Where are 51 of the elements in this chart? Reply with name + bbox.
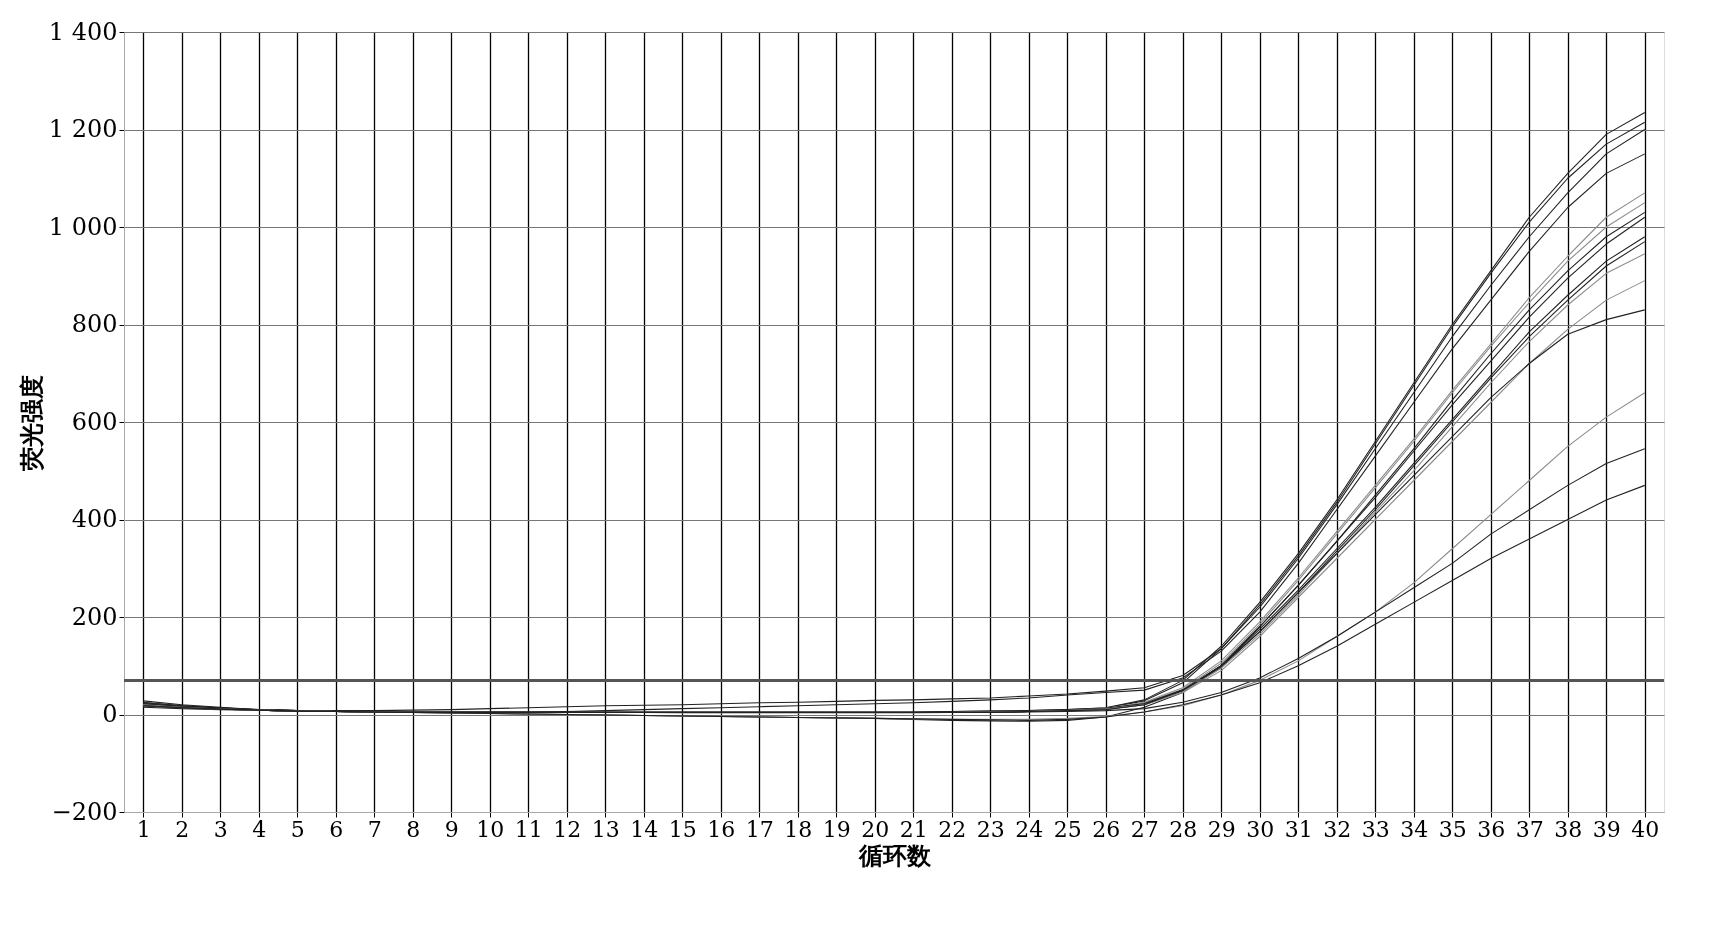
x-tick-label: 23 — [976, 816, 1005, 842]
x-tick-label: 5 — [290, 816, 305, 842]
x-tick-label: 29 — [1207, 816, 1236, 842]
y-tick-label: 600 — [71, 407, 118, 436]
x-tick-label: 28 — [1169, 816, 1198, 842]
y-tick-label: 400 — [71, 505, 118, 533]
x-tick-label: 19 — [822, 816, 851, 842]
x-tick-label: 8 — [406, 816, 421, 842]
x-tick-label: 34 — [1400, 816, 1429, 842]
x-tick-label: 3 — [213, 816, 228, 842]
x-tick-label: 38 — [1554, 816, 1583, 842]
x-tick-label: 20 — [861, 816, 890, 842]
x-tick-label: 35 — [1438, 816, 1467, 842]
y-tick-label: 1 000 — [48, 212, 118, 241]
x-tick-label: 13 — [591, 816, 620, 842]
x-tick-label: 16 — [707, 816, 736, 842]
y-tick-label: 1 400 — [48, 17, 118, 46]
x-tick-label: 14 — [630, 816, 659, 842]
x-tick-label: 21 — [899, 816, 928, 842]
y-tick-label: 1 200 — [48, 115, 118, 143]
x-tick-label: 37 — [1515, 816, 1544, 842]
x-axis-title: 循环数 — [857, 840, 932, 870]
x-tick-label: 1 — [136, 816, 151, 842]
x-tick-label: 9 — [444, 816, 459, 842]
x-tick-label: 22 — [938, 816, 967, 842]
x-tick-label: 24 — [1015, 816, 1044, 842]
x-tick-label: 11 — [514, 816, 543, 842]
x-tick-label: 10 — [476, 816, 505, 842]
y-tick-label: −200 — [51, 797, 118, 826]
y-tick-label: 800 — [71, 310, 118, 338]
x-tick-label: 12 — [553, 816, 582, 842]
x-tick-label: 6 — [329, 816, 344, 842]
x-tick-label: 18 — [784, 816, 813, 842]
x-tick-label: 40 — [1631, 816, 1660, 842]
x-tick-label: 25 — [1053, 816, 1082, 842]
x-tick-label: 30 — [1246, 816, 1275, 842]
y-tick-label: 200 — [71, 602, 118, 631]
y-axis-title: 荧光强度 — [16, 374, 46, 472]
x-tick-label: 32 — [1323, 816, 1352, 842]
x-tick-label: 27 — [1130, 816, 1159, 842]
x-tick-label: 39 — [1592, 816, 1621, 842]
x-tick-label: 2 — [175, 816, 190, 842]
x-tick-label: 33 — [1361, 816, 1390, 842]
x-tick-label: 7 — [367, 816, 382, 842]
x-tick-label: 15 — [668, 816, 697, 842]
x-tick-label: 31 — [1284, 816, 1313, 842]
x-tick-label: 26 — [1092, 816, 1121, 842]
x-tick-label: 4 — [252, 816, 267, 842]
x-tick-label: 36 — [1477, 816, 1506, 842]
x-tick-label: 17 — [745, 816, 774, 842]
y-tick-label: 0 — [102, 700, 118, 728]
